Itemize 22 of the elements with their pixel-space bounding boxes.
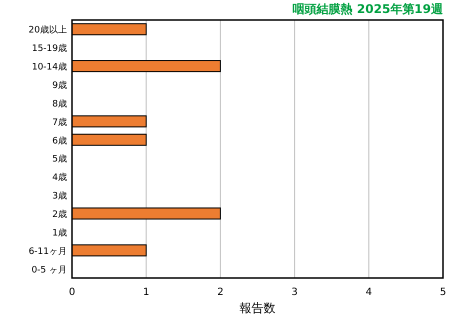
x-tick-label: 1 <box>143 287 150 298</box>
y-tick-label: 15-19歳 <box>32 43 67 54</box>
y-tick-label: 6歳 <box>52 135 67 146</box>
y-tick-label: 8歳 <box>52 98 67 110</box>
y-tick-label: 4歳 <box>52 172 67 184</box>
x-tick-label: 0 <box>68 287 76 298</box>
y-tick-label: 7歳 <box>52 116 67 128</box>
y-tick-label: 3歳 <box>52 190 67 202</box>
x-tick-label: 5 <box>440 287 446 298</box>
y-tick-label: 9歳 <box>52 80 67 91</box>
chart-title: 咽頭結膜熱 2025年第19週 <box>292 2 444 16</box>
y-tick-label: 6-11ヶ月 <box>28 246 67 257</box>
y-tick-label: 5歳 <box>52 154 67 165</box>
x-tick-label: 3 <box>291 287 298 298</box>
y-tick-label: 20歳以上 <box>28 24 67 36</box>
y-tick-label: 10-14歳 <box>32 62 67 73</box>
y-tick-label: 0-5 ヶ月 <box>31 265 67 276</box>
x-tick-label: 4 <box>366 287 372 298</box>
y-tick-label: 1歳 <box>52 227 67 238</box>
x-axis-title: 報告数 <box>240 301 276 315</box>
x-tick-label: 2 <box>217 287 224 298</box>
y-tick-label: 2歳 <box>52 209 67 220</box>
